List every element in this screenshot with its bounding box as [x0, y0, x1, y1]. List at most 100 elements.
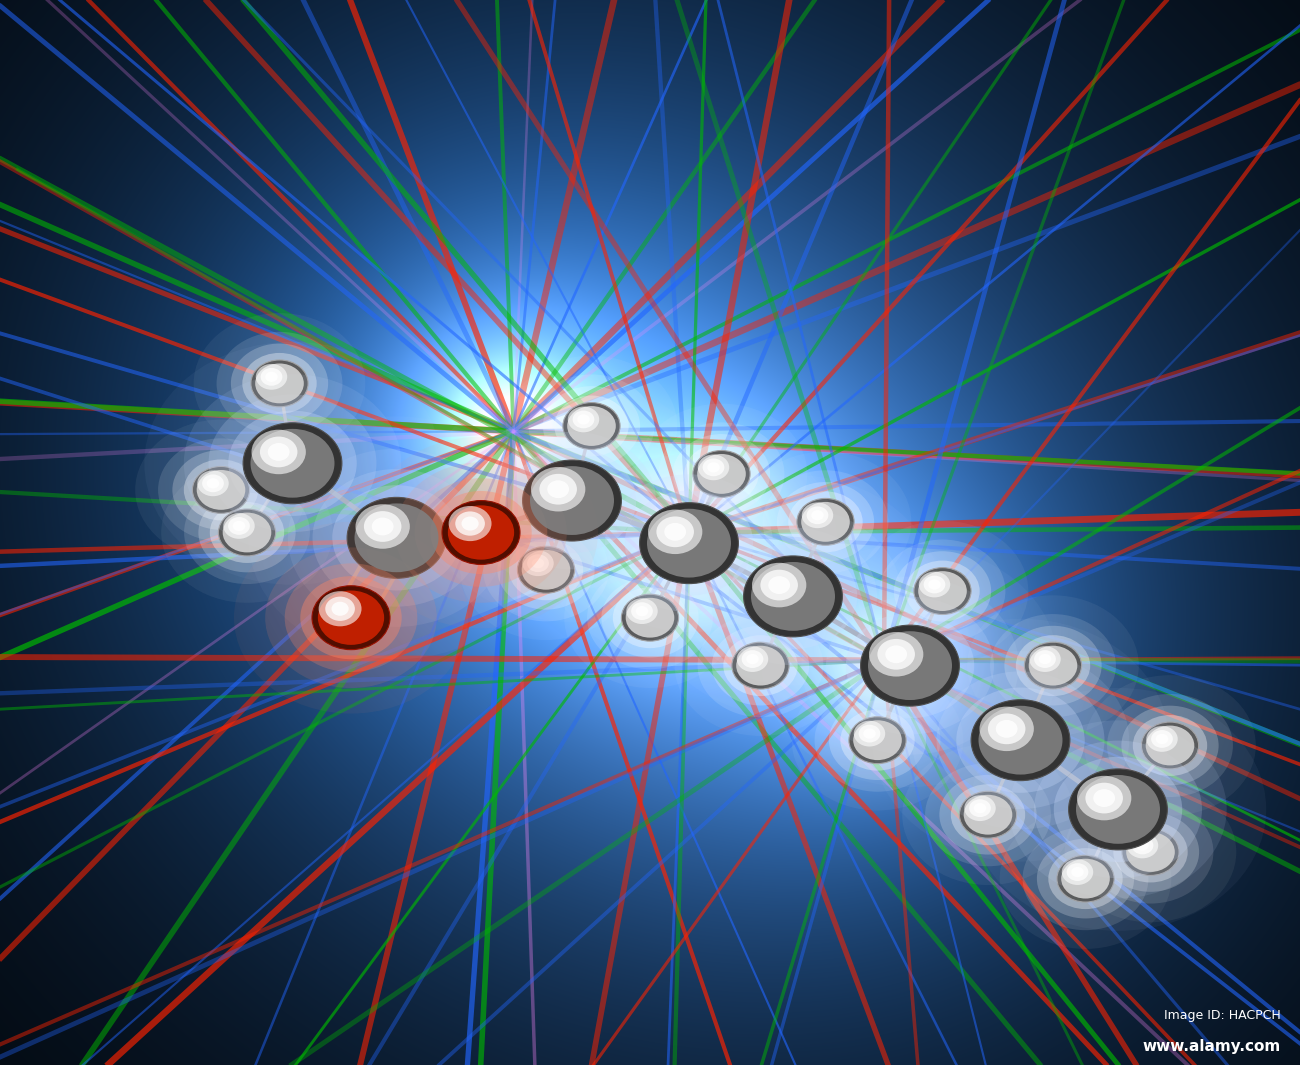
Circle shape: [251, 429, 334, 497]
Circle shape: [1028, 645, 1078, 686]
Circle shape: [523, 460, 621, 541]
Circle shape: [364, 511, 402, 542]
Circle shape: [333, 486, 460, 590]
Circle shape: [940, 775, 1036, 854]
Circle shape: [1030, 646, 1061, 672]
Circle shape: [1071, 867, 1084, 878]
Text: www.alamy.com: www.alamy.com: [1143, 1039, 1280, 1054]
Circle shape: [625, 491, 753, 595]
Circle shape: [256, 364, 287, 390]
Circle shape: [563, 403, 620, 449]
Circle shape: [202, 474, 224, 492]
Circle shape: [854, 721, 885, 747]
Circle shape: [1131, 836, 1153, 854]
Circle shape: [285, 563, 417, 672]
Circle shape: [751, 562, 806, 607]
Circle shape: [979, 706, 1034, 751]
Circle shape: [936, 671, 1105, 809]
Circle shape: [255, 363, 304, 404]
Circle shape: [957, 688, 1084, 792]
Circle shape: [1062, 859, 1093, 885]
Circle shape: [442, 501, 520, 564]
Circle shape: [736, 645, 785, 686]
Circle shape: [1088, 801, 1213, 903]
Circle shape: [737, 646, 768, 672]
Circle shape: [974, 803, 987, 814]
Circle shape: [1034, 650, 1056, 668]
Circle shape: [1061, 858, 1110, 899]
Circle shape: [231, 344, 328, 423]
Circle shape: [207, 478, 220, 489]
Circle shape: [1122, 829, 1179, 875]
Circle shape: [460, 499, 632, 640]
Circle shape: [826, 596, 994, 735]
Circle shape: [347, 497, 446, 578]
Circle shape: [530, 466, 585, 511]
Circle shape: [1066, 863, 1088, 881]
Circle shape: [1034, 740, 1202, 879]
Circle shape: [209, 502, 285, 563]
Circle shape: [905, 560, 980, 622]
Circle shape: [192, 466, 250, 513]
Circle shape: [1136, 840, 1149, 851]
Circle shape: [612, 587, 688, 649]
Circle shape: [447, 506, 514, 560]
Circle shape: [395, 462, 567, 603]
Circle shape: [312, 469, 481, 607]
Circle shape: [498, 530, 594, 609]
Circle shape: [1086, 783, 1123, 814]
Circle shape: [923, 575, 945, 593]
Circle shape: [554, 395, 629, 457]
Circle shape: [251, 360, 308, 407]
Circle shape: [919, 572, 950, 597]
Circle shape: [517, 546, 575, 593]
Circle shape: [702, 458, 724, 476]
Circle shape: [991, 615, 1115, 717]
Circle shape: [708, 527, 878, 666]
Circle shape: [988, 714, 1026, 744]
Circle shape: [332, 602, 348, 616]
Circle shape: [914, 568, 971, 615]
Circle shape: [260, 367, 282, 386]
Circle shape: [364, 437, 598, 628]
Circle shape: [732, 642, 789, 689]
Circle shape: [185, 481, 309, 584]
Circle shape: [318, 590, 385, 645]
Circle shape: [636, 606, 649, 617]
Circle shape: [656, 517, 694, 547]
Circle shape: [183, 459, 259, 521]
Circle shape: [1108, 694, 1232, 797]
Circle shape: [863, 728, 876, 739]
Circle shape: [647, 509, 731, 577]
Circle shape: [675, 595, 846, 736]
Circle shape: [746, 654, 759, 665]
Circle shape: [265, 547, 437, 688]
Circle shape: [218, 509, 276, 556]
Circle shape: [543, 387, 640, 465]
Circle shape: [857, 521, 1028, 661]
Circle shape: [506, 356, 677, 496]
Circle shape: [621, 594, 679, 641]
Circle shape: [911, 651, 1130, 830]
Circle shape: [684, 507, 902, 686]
Circle shape: [950, 784, 1026, 846]
Circle shape: [1015, 635, 1091, 697]
Circle shape: [430, 491, 532, 574]
Circle shape: [1048, 848, 1123, 910]
Circle shape: [697, 454, 746, 494]
Circle shape: [300, 576, 402, 659]
Circle shape: [135, 420, 307, 560]
Circle shape: [627, 599, 658, 624]
Circle shape: [806, 506, 828, 524]
Circle shape: [971, 700, 1070, 781]
Circle shape: [729, 544, 857, 649]
Circle shape: [740, 452, 911, 592]
Circle shape: [1024, 642, 1082, 689]
Circle shape: [768, 576, 790, 594]
Circle shape: [928, 579, 941, 590]
Circle shape: [979, 706, 1062, 774]
Circle shape: [526, 554, 549, 572]
Circle shape: [580, 454, 798, 633]
Circle shape: [1005, 626, 1101, 705]
Circle shape: [1126, 832, 1175, 872]
